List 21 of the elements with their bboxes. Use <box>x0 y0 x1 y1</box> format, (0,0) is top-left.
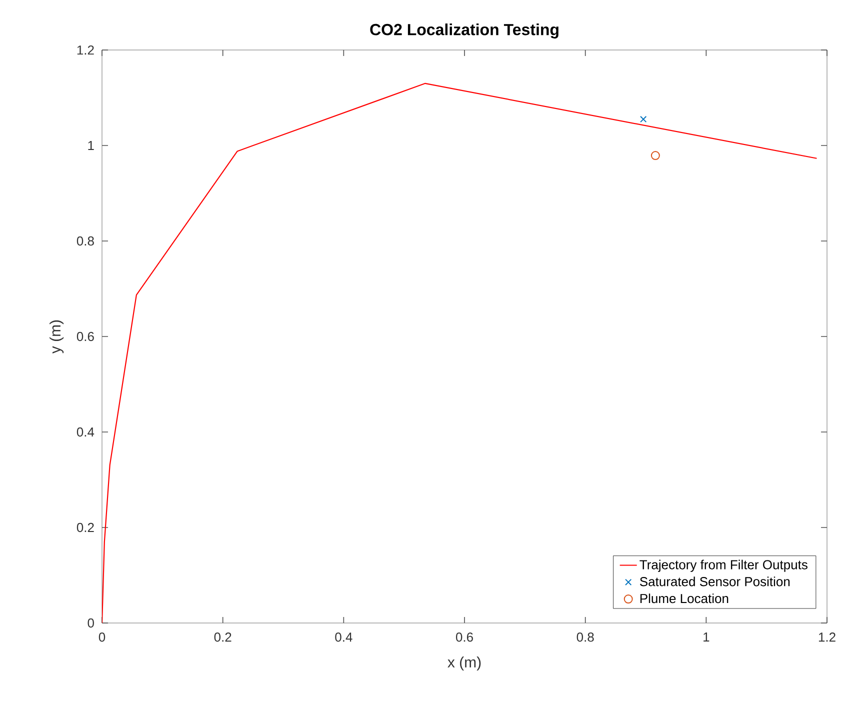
legend-label: Trajectory from Filter Outputs <box>640 560 808 572</box>
x-tick-label: 0.2 <box>214 632 232 642</box>
y-tick-label: 0.8 <box>76 236 94 246</box>
x-tick-label: 0 <box>98 632 106 642</box>
x-tick-label: 0.8 <box>576 632 594 642</box>
y-tick-label: 0.4 <box>76 427 94 437</box>
legend-label: Saturated Sensor Position <box>640 576 790 586</box>
line-series <box>102 82 818 623</box>
y-tick-label: 1.2 <box>77 45 94 55</box>
y-tick-label: 0.6 <box>76 332 94 342</box>
y-axis-title: y (m) <box>50 320 64 354</box>
y-tick-label: 0 <box>88 618 94 628</box>
x-tick-label: 0.4 <box>335 632 352 642</box>
x-tick-label: 1.2 <box>818 632 836 642</box>
chart-title: CO2 Localization Testing <box>370 24 558 38</box>
y-tick-label: 1 <box>88 141 94 150</box>
y-tick-label: 0.2 <box>76 522 94 532</box>
x-tick-label: 1 <box>704 632 710 642</box>
legend-label: Plume Location <box>640 594 728 604</box>
x-tick-label: 0.6 <box>456 632 473 642</box>
x-axis-title: x (m) <box>448 656 481 671</box>
